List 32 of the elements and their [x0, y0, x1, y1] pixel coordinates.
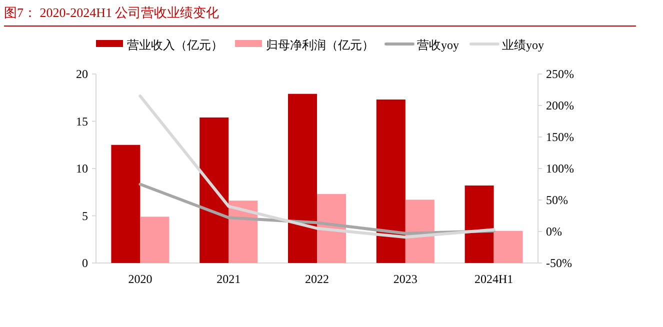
bar	[494, 230, 523, 263]
x-tick-label: 2021	[216, 272, 241, 286]
y2-tick-label: 50%	[546, 193, 568, 207]
bar	[111, 144, 140, 263]
legend-label: 业绩yoy	[502, 38, 544, 52]
y2-tick-label: 100%	[546, 162, 574, 176]
y2-tick-label: -50%	[546, 256, 572, 270]
bar	[288, 94, 317, 263]
bar	[200, 117, 229, 263]
y-tick-label: 0	[82, 256, 88, 270]
chart-title: 图7： 2020-2024H1 公司营收业绩变化	[4, 5, 220, 20]
legend-label: 营业收入（亿元）	[127, 38, 223, 52]
y-tick-label: 5	[82, 208, 88, 223]
bar	[464, 186, 494, 263]
x-tick-label: 2024H1	[474, 272, 514, 286]
bar	[405, 200, 434, 263]
line-series	[138, 94, 496, 239]
x-tick-label: 2023	[393, 272, 418, 286]
y2-tick-label: 200%	[546, 98, 574, 112]
legend-label: 归母净利润（亿元）	[266, 38, 374, 52]
bar	[376, 100, 406, 263]
y2-tick-label: 150%	[546, 130, 574, 144]
y2-tick-label: 0%	[546, 224, 562, 238]
x-tick-label: 2022	[305, 272, 329, 286]
bar	[140, 216, 170, 263]
legend-label: 营收yoy	[417, 38, 459, 52]
x-tick-label: 2020	[128, 272, 152, 286]
y-tick-label: 15	[76, 114, 88, 128]
y-tick-label: 20	[76, 67, 88, 81]
bar	[317, 194, 346, 263]
y-tick-label: 10	[76, 162, 88, 176]
y2-tick-label: 250%	[546, 67, 574, 81]
